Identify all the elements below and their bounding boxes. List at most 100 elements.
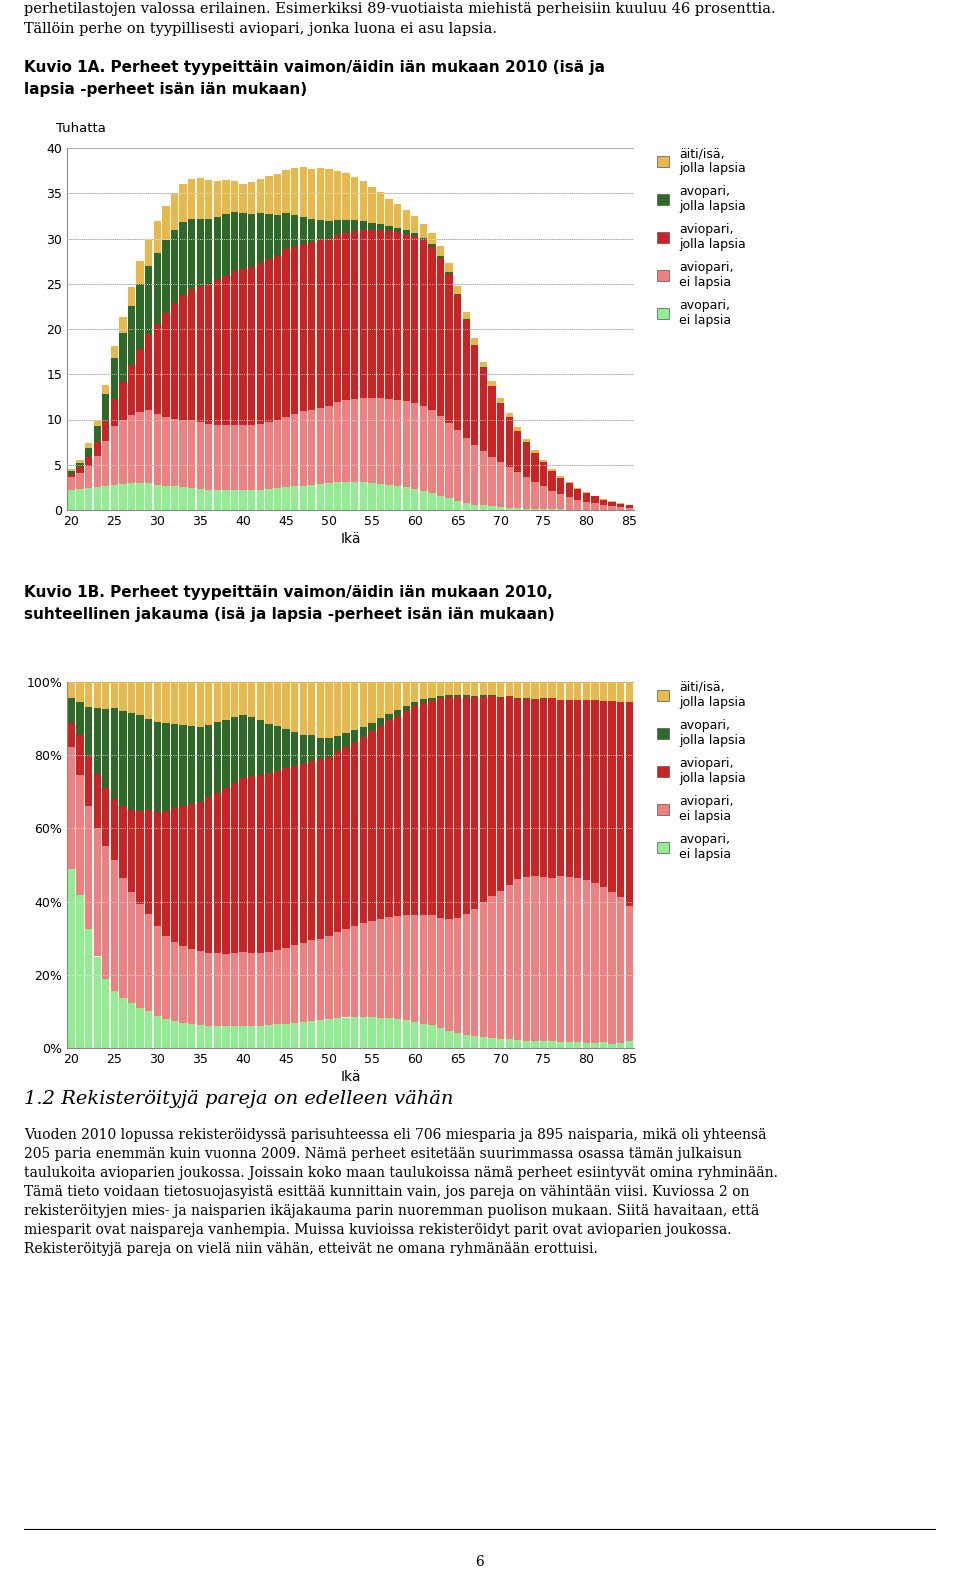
Bar: [274, 420, 281, 489]
Bar: [68, 698, 75, 723]
Bar: [626, 682, 633, 703]
Bar: [128, 682, 135, 714]
Bar: [274, 770, 281, 951]
Bar: [180, 487, 186, 509]
Bar: [231, 424, 238, 490]
Bar: [102, 709, 109, 788]
Bar: [531, 450, 539, 453]
Bar: [411, 1022, 419, 1049]
Bar: [489, 896, 495, 1038]
Bar: [282, 170, 290, 214]
Bar: [256, 214, 264, 263]
Bar: [428, 915, 436, 1025]
Bar: [197, 178, 204, 219]
Bar: [489, 1038, 495, 1049]
Bar: [231, 490, 238, 509]
Bar: [317, 682, 324, 739]
Text: Tämä tieto voidaan tietosuojasyistä esittää kunnittain vain, jos pareja on vähin: Tämä tieto voidaan tietosuojasyistä esit…: [24, 1185, 750, 1199]
Bar: [300, 682, 307, 736]
Bar: [591, 497, 599, 503]
Bar: [102, 442, 109, 486]
Bar: [188, 420, 195, 489]
Bar: [145, 810, 153, 913]
Bar: [325, 406, 332, 483]
Bar: [205, 424, 212, 490]
Bar: [102, 421, 109, 442]
Bar: [428, 233, 436, 244]
Bar: [591, 883, 599, 1044]
Bar: [540, 682, 547, 698]
Bar: [548, 879, 556, 1042]
Bar: [515, 508, 521, 509]
Bar: [119, 333, 127, 382]
Bar: [145, 266, 153, 333]
Bar: [411, 489, 419, 509]
Bar: [334, 234, 341, 402]
Bar: [489, 380, 495, 385]
Bar: [291, 766, 299, 945]
Bar: [110, 426, 118, 484]
Bar: [376, 918, 384, 1017]
Bar: [145, 483, 153, 509]
Bar: [119, 484, 127, 509]
Bar: [223, 179, 229, 214]
Bar: [317, 938, 324, 1020]
Bar: [282, 767, 290, 948]
Bar: [463, 321, 469, 437]
Bar: [102, 385, 109, 395]
Bar: [77, 703, 84, 736]
Bar: [248, 1027, 255, 1049]
Bar: [239, 1025, 247, 1049]
Bar: [343, 929, 349, 1017]
Bar: [291, 413, 299, 486]
Bar: [239, 269, 247, 424]
Bar: [180, 682, 186, 725]
Bar: [291, 733, 299, 766]
Bar: [454, 1033, 462, 1049]
Text: suhteellinen jakauma (isä ja lapsia -perheet isän iän mukaan): suhteellinen jakauma (isä ja lapsia -per…: [24, 607, 555, 623]
Bar: [93, 773, 101, 828]
Bar: [420, 241, 427, 406]
Bar: [385, 399, 393, 484]
Bar: [515, 879, 521, 1041]
Bar: [583, 1042, 590, 1049]
Bar: [369, 682, 375, 723]
Bar: [497, 508, 504, 509]
Bar: [609, 891, 615, 1044]
Bar: [343, 173, 349, 220]
Bar: [265, 423, 273, 489]
Bar: [136, 285, 144, 349]
Bar: [214, 181, 221, 217]
Bar: [248, 953, 255, 1027]
Bar: [300, 217, 307, 244]
Bar: [154, 253, 161, 324]
Bar: [162, 241, 170, 313]
Bar: [214, 424, 221, 490]
Legend: äiti/isä,
jolla lapsia, avopari,
jolla lapsia, aviopari,
jolla lapsia, aviopari,: äiti/isä, jolla lapsia, avopari, jolla l…: [657, 148, 746, 327]
Bar: [145, 333, 153, 410]
Bar: [420, 703, 427, 915]
Bar: [600, 682, 608, 701]
Bar: [300, 167, 307, 217]
Bar: [437, 682, 444, 696]
Bar: [420, 225, 427, 237]
Bar: [317, 759, 324, 938]
Bar: [231, 181, 238, 212]
Bar: [119, 382, 127, 420]
Bar: [583, 492, 590, 501]
Bar: [369, 187, 375, 223]
Bar: [214, 954, 221, 1027]
Bar: [531, 481, 539, 509]
Bar: [557, 494, 564, 509]
Bar: [145, 410, 153, 483]
Bar: [445, 682, 453, 695]
Bar: [617, 508, 624, 509]
Bar: [197, 286, 204, 423]
Bar: [626, 703, 633, 905]
Bar: [265, 259, 273, 423]
Bar: [171, 418, 179, 486]
Bar: [317, 241, 324, 407]
Bar: [325, 1019, 332, 1049]
Bar: [540, 486, 547, 509]
Bar: [574, 500, 582, 509]
